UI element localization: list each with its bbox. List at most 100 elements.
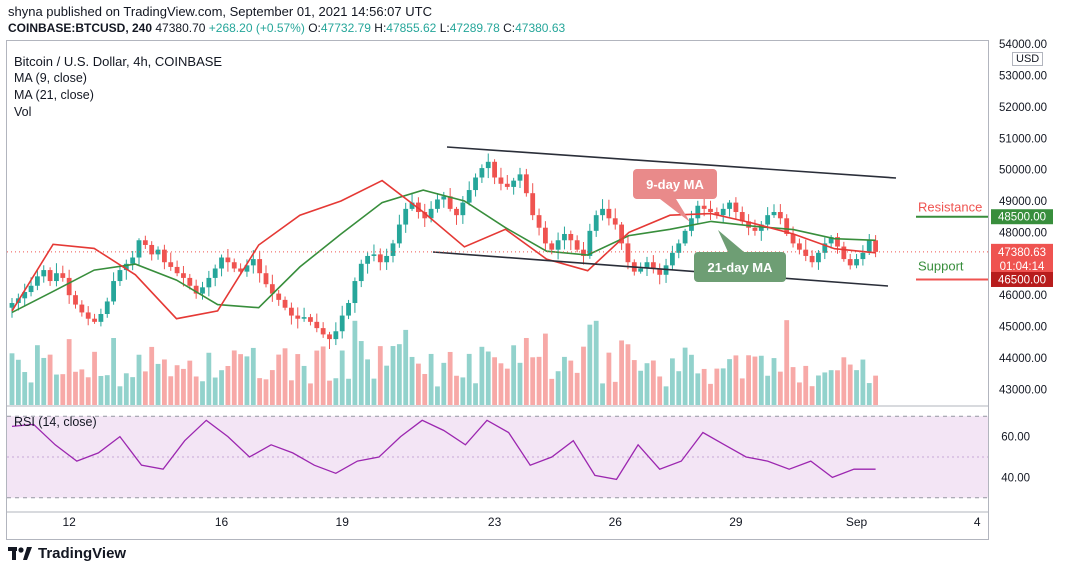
volume-bar: [231, 350, 237, 405]
volume-bar: [873, 375, 878, 405]
candle: [676, 243, 682, 253]
volume-bar: [200, 381, 205, 405]
ma21-callout: [694, 252, 786, 282]
brand-name: TradingView: [38, 545, 127, 562]
price-tick-label: 50000.00: [999, 165, 1047, 177]
ohlc-line: COINBASE:BTCUSD, 240 47380.70 +268.20 (+…: [8, 21, 565, 35]
candle: [111, 281, 116, 302]
volume-bar: [409, 356, 415, 405]
volume-bar: [66, 339, 72, 405]
resistance-label: Resistance: [918, 200, 982, 215]
candle: [377, 254, 383, 263]
candle: [447, 196, 453, 209]
candle: [104, 301, 110, 314]
price-tick-label: 45000.00: [999, 322, 1047, 334]
candle: [365, 255, 370, 264]
volume-bar: [657, 376, 663, 405]
volume-bar: [485, 351, 491, 405]
candle: [225, 257, 231, 263]
volume-bar: [136, 354, 142, 405]
candle: [28, 285, 34, 293]
volume-bar: [733, 355, 739, 405]
volume-bar: [835, 370, 840, 405]
upper-channel-line: [446, 146, 897, 179]
candle: [650, 262, 656, 269]
low-label: L:: [439, 21, 450, 35]
volume-bar: [663, 386, 669, 405]
candle: [206, 277, 212, 288]
chart-frame: [6, 40, 989, 540]
candle: [657, 268, 663, 275]
volume-bar: [111, 338, 116, 405]
volume-bar: [117, 386, 123, 405]
candle: [263, 273, 269, 285]
volume-bar: [339, 350, 345, 405]
price-change: +268.20 (+0.57%): [208, 21, 305, 35]
volume-bar: [162, 359, 167, 405]
volume-bar: [841, 357, 847, 405]
volume-bar: [384, 365, 390, 405]
footer-brand[interactable]: TradingView: [8, 545, 126, 562]
ma21-callout-pointer: [718, 230, 744, 252]
candle: [562, 233, 567, 241]
candle: [244, 265, 250, 272]
candle: [117, 270, 123, 282]
volume-bar: [695, 373, 701, 405]
candle: [269, 284, 275, 294]
candle: [396, 224, 402, 244]
volume-bar: [536, 356, 542, 405]
support-price-tag-text: 46500.00: [998, 274, 1046, 286]
rsi-legend: RSI (14, close): [14, 415, 97, 429]
volume-bar: [752, 356, 758, 405]
low-value: 47289.78: [449, 21, 500, 35]
candle: [98, 314, 104, 322]
candle: [295, 315, 301, 319]
candle: [555, 240, 561, 250]
volume-bar: [727, 359, 732, 405]
candle: [860, 252, 866, 260]
candle: [809, 255, 815, 263]
resistance-price-tag-text: 48500.00: [998, 212, 1046, 224]
candle: [568, 233, 574, 241]
volume-bar: [803, 365, 809, 405]
candle: [384, 255, 390, 263]
rsi-line: [11, 419, 876, 481]
volume-bar: [574, 372, 580, 405]
time-tick-label: Sep: [846, 515, 868, 529]
volume-bar: [504, 368, 510, 405]
candle: [714, 212, 720, 216]
volume-bar: [435, 386, 440, 405]
candle: [670, 252, 675, 266]
candle: [320, 328, 326, 335]
volume-bar: [320, 346, 326, 405]
volume-bar: [828, 370, 834, 405]
open-value: 47732.79: [320, 21, 371, 35]
volume-bar: [682, 347, 688, 405]
volume-bar: [860, 359, 866, 405]
volume-bar: [238, 354, 243, 405]
volume-bar: [250, 347, 256, 405]
volume-bar: [41, 357, 47, 405]
candle: [130, 257, 136, 264]
volume-bar: [765, 375, 771, 405]
candle: [739, 212, 745, 222]
candle: [701, 205, 707, 209]
candle: [219, 257, 224, 269]
volume-bar: [327, 380, 332, 405]
price-tick-label: 51000.00: [999, 133, 1047, 145]
volume-bar: [92, 351, 97, 405]
candle: [327, 334, 332, 340]
volume-bar: [758, 355, 764, 405]
ma21-line: [11, 189, 876, 314]
volume-bar: [9, 353, 15, 405]
volume-bar: [492, 357, 497, 405]
candle: [765, 215, 771, 225]
candle: [758, 224, 764, 231]
volume-bar: [168, 376, 174, 405]
candle: [803, 249, 809, 256]
currency-badge[interactable]: USD: [1012, 52, 1044, 66]
volume-bar: [612, 381, 618, 405]
candle: [727, 202, 732, 209]
candle: [123, 263, 129, 271]
